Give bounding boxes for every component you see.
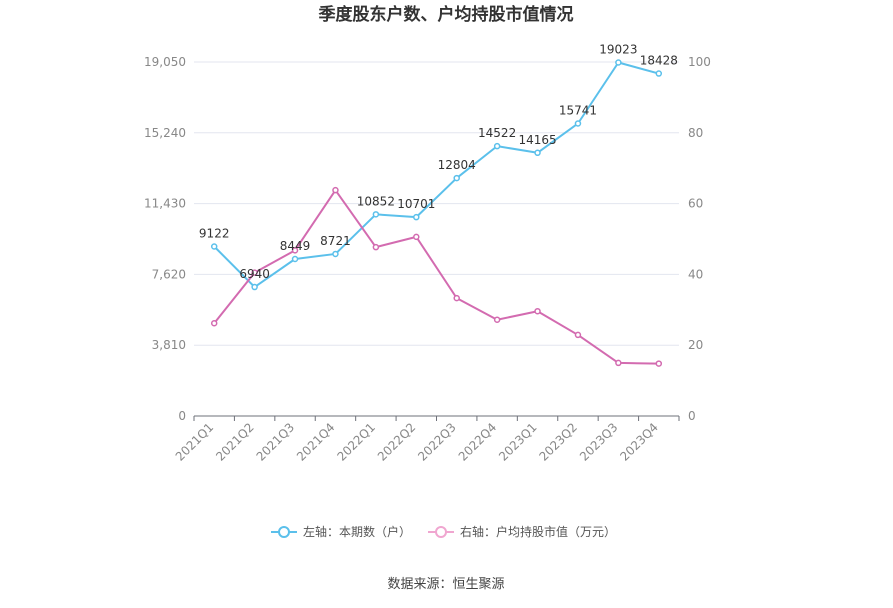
x-axis-tick-label: 2021Q4 [294,420,338,464]
data-point-right [655,360,663,367]
chart-title: 季度股东户数、户均持股市值情况 [319,4,574,25]
x-axis-tick-label: 2022Q4 [456,420,500,464]
data-point-right [291,247,299,254]
x-axis-tick-label: 2023Q1 [496,420,540,464]
data-label: 6940 [239,267,270,281]
left-axis-tick-label: 7,620 [152,267,186,281]
data-label: 19023 [599,43,637,57]
axes: 0 0 3,810 20 7,620 40 11,430 60 15,240 80 19,050 10… [144,55,711,464]
data-point-left [210,243,218,250]
data-label: 14165 [518,133,556,147]
data-point-left [615,59,622,66]
series-line-left [213,61,660,289]
right-axis-tick-label: 20 [688,338,703,352]
data-point-left [574,120,582,127]
data-labels: 9122 6940 8449 8721 10852 10701 12804 14522 1416… [199,43,678,282]
data-point-left [413,213,420,221]
left-axis-tick-label: 3,810 [152,338,186,352]
data-label: 10852 [357,194,395,208]
data-label: 8449 [280,239,311,253]
legend: 左轴：本期数（户） 右轴：户均持股市值（万元） [271,524,616,539]
data-point-left [453,174,460,182]
data-point-right [332,186,339,194]
data-point-right [251,269,258,276]
data-point-right [534,307,541,315]
right-axis-tick-label: 80 [688,126,703,140]
data-point-right [453,294,460,302]
x-axis-tick-label: 2022Q2 [375,420,419,464]
x-axis-tick-label: 2021Q3 [254,420,298,464]
x-axis-tick-label: 2021Q2 [213,420,257,464]
left-axis-tick-label: 11,430 [144,197,186,211]
right-axis-tick-label: 40 [688,267,703,281]
data-point-right [574,331,582,339]
legend-label-right: 右轴：户均持股市值（万元） [460,524,616,539]
data-point-left [493,142,501,150]
legend-swatch-right-marker [435,526,447,538]
data-label: 12804 [438,158,476,172]
data-point-left [372,211,380,218]
data-source: 数据来源：恒生聚源 [387,577,504,592]
data-label: 15741 [559,103,597,117]
legend-swatch-left-marker [278,526,290,538]
x-axis-tick-label: 2021Q1 [173,420,217,464]
legend-item-left-series[interactable]: 左轴：本期数（户） [271,524,411,539]
data-point-left [534,149,541,157]
legend-item-right-series[interactable]: 右轴：户均持股市值（万元） [428,524,616,539]
right-axis-tick-label: 0 [688,409,696,423]
x-axis-tick-label: 2023Q4 [617,420,661,464]
legend-label-left: 左轴：本期数（户） [303,524,411,539]
data-label: 8721 [320,234,351,248]
data-point-left [251,283,258,291]
data-point-left [655,70,663,77]
data-point-right [372,243,380,251]
left-axis-tick-label: 19,050 [144,55,186,69]
left-axis-tick-label: 15,240 [144,126,186,140]
data-label: 18428 [640,54,678,68]
data-point-left [332,250,339,258]
grid [194,61,679,346]
data-point-right [615,359,622,367]
data-label: 10701 [397,197,435,211]
right-axis-tick-label: 100 [688,55,711,69]
left-axis-tick-label: 0 [178,409,186,423]
data-point-left [291,255,299,263]
data-point-right [493,316,501,323]
right-axis-tick-label: 60 [688,197,703,211]
x-axis-tick-label: 2022Q1 [334,420,378,464]
series-line-right [213,189,659,365]
data-point-right [210,320,218,327]
series-layer [210,59,663,367]
x-axis-tick-label: 2022Q3 [415,420,459,464]
data-label: 9122 [199,226,230,240]
data-point-right [413,233,420,241]
x-axis-tick-label: 2023Q3 [577,420,621,464]
data-label: 14522 [478,126,516,140]
x-axis-tick-label: 2023Q2 [537,420,581,464]
